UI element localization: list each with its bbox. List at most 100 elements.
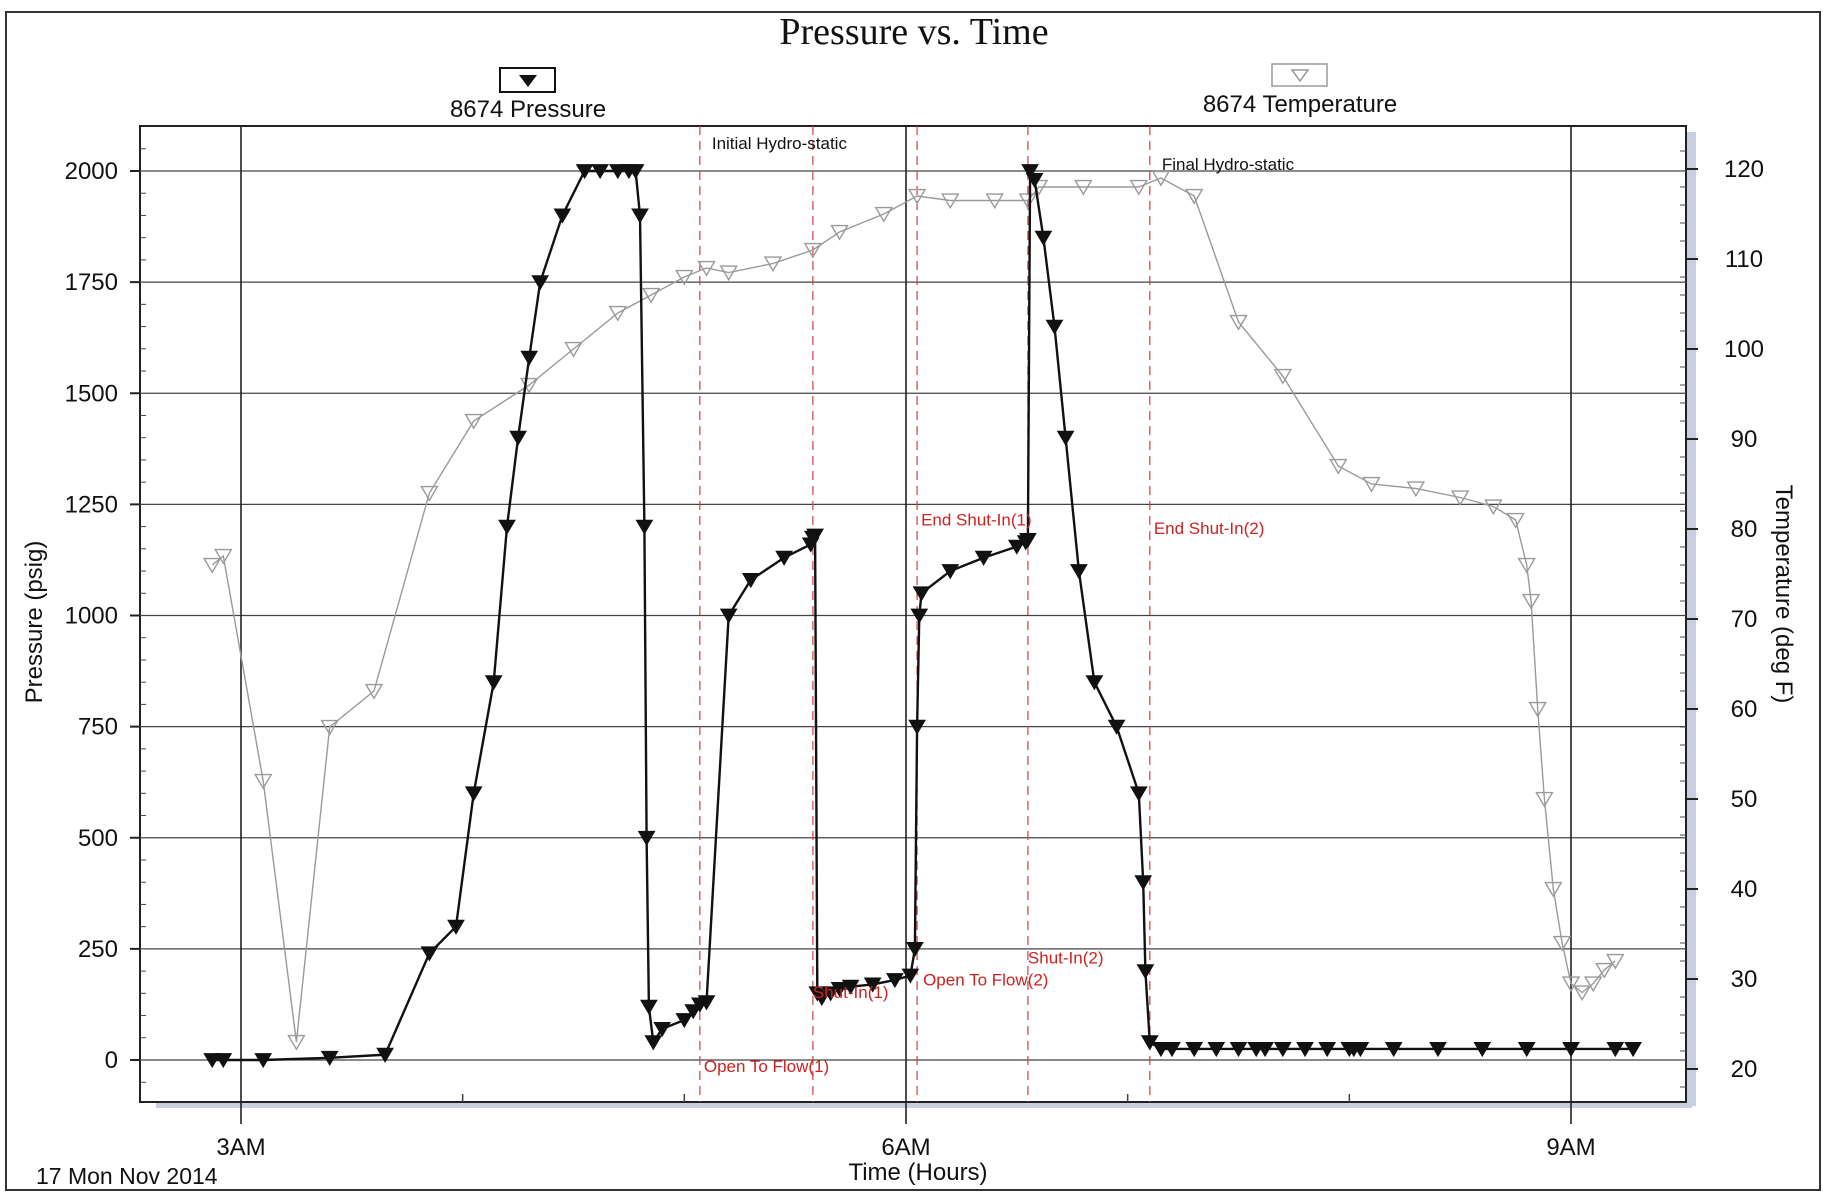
data-point — [1045, 319, 1064, 335]
y2-tick-label: 120 — [1724, 156, 1764, 183]
data-point — [907, 188, 927, 205]
data-point — [841, 979, 860, 995]
data-point — [803, 242, 823, 259]
data-point — [1184, 188, 1204, 205]
data-point — [1025, 173, 1044, 189]
data-point — [1085, 675, 1104, 691]
data-point — [564, 341, 583, 358]
data-point — [675, 269, 694, 286]
data-point — [910, 608, 929, 624]
data-point — [1595, 962, 1614, 979]
annotation-label: Shut-In(2) — [1028, 949, 1104, 968]
data-point — [697, 995, 716, 1011]
data-point — [1007, 539, 1026, 555]
data-point — [863, 977, 882, 993]
data-point — [364, 683, 384, 700]
data-point — [635, 519, 654, 535]
data-point — [531, 275, 550, 291]
y-tick-label: 1750 — [65, 269, 118, 296]
data-point — [631, 208, 649, 224]
data-point — [484, 675, 503, 691]
annotation-label: Initial Hydro-static — [712, 134, 848, 153]
y2-axis-label: Temperature (deg F) — [1770, 485, 1797, 704]
data-point — [1056, 430, 1075, 446]
y2-tick-label: 100 — [1724, 336, 1764, 363]
data-point — [1074, 179, 1093, 196]
y2-tick-label: 90 — [1731, 426, 1758, 453]
data-point — [640, 999, 658, 1015]
y-tick-label: 0 — [105, 1047, 118, 1074]
data-point — [1484, 499, 1503, 516]
data-point — [1107, 719, 1126, 735]
data-point — [1521, 593, 1541, 610]
data-point — [464, 413, 483, 430]
legend-pressure-box — [499, 67, 556, 93]
data-point — [320, 719, 339, 736]
open-triangle-icon — [1290, 69, 1310, 83]
data-point — [906, 942, 924, 958]
annotation-label: Open To Flow(2) — [923, 970, 1048, 989]
data-point — [1129, 786, 1148, 802]
axes: 0 250 500 750 1000 1250 1500 1750 2000 20 30 40 50 60… — [65, 148, 1764, 1161]
y-tick-label: 750 — [78, 714, 118, 741]
data-point — [447, 919, 465, 935]
data-point — [253, 773, 273, 790]
annotation-label: End Shut-In(1) — [921, 510, 1032, 529]
y2-tick-label: 50 — [1731, 786, 1758, 813]
legend-temperature: 8674 Temperature — [1203, 63, 1397, 118]
data-point — [1129, 179, 1149, 196]
y2-tick-label: 110 — [1725, 246, 1763, 273]
data-point — [741, 573, 760, 589]
data-point — [901, 968, 920, 984]
series-line — [211, 177, 1616, 1043]
data-point — [1624, 1042, 1642, 1058]
y2-tick-label: 70 — [1731, 606, 1758, 633]
data-point — [1185, 1042, 1204, 1058]
data-point — [830, 224, 849, 241]
y-tick-label: 1250 — [65, 491, 118, 518]
data-point — [1528, 701, 1547, 718]
data-point — [1151, 170, 1171, 187]
data-point — [1572, 985, 1592, 1002]
data-point — [1362, 476, 1381, 493]
data-point — [1021, 164, 1039, 180]
data-point — [653, 1022, 672, 1038]
y-tick-label: 1500 — [65, 380, 118, 407]
data-point — [912, 586, 931, 602]
data-point — [420, 946, 439, 962]
annotations: Initial Hydro-static Final Hydro-static Op… — [704, 134, 1295, 1076]
data-point — [763, 256, 783, 273]
data-point — [464, 786, 483, 802]
data-point — [830, 982, 849, 998]
page-border — [5, 11, 1821, 1191]
data-point — [626, 164, 645, 180]
data-point — [941, 193, 960, 210]
data-point — [684, 1004, 703, 1020]
data-point — [637, 830, 656, 846]
data-point — [1018, 193, 1038, 210]
data-point — [941, 564, 960, 580]
data-point — [644, 1035, 663, 1051]
data-point — [608, 164, 627, 180]
y-axis-label: Pressure (psig) — [21, 541, 48, 704]
data-point — [1561, 976, 1581, 993]
data-point — [214, 548, 233, 565]
data-point — [1134, 875, 1153, 891]
x-tick-label: 6AM — [881, 1134, 930, 1161]
data-point — [1070, 564, 1088, 580]
data-point — [214, 1053, 233, 1069]
data-point — [1136, 964, 1155, 980]
data-point — [821, 986, 840, 1002]
data-point — [1429, 1042, 1447, 1058]
data-point — [1163, 1042, 1181, 1058]
x-tick-label: 9AM — [1546, 1134, 1595, 1161]
data-point — [509, 430, 527, 446]
data-point — [1019, 533, 1037, 549]
data-point — [775, 550, 793, 566]
data-point — [376, 1047, 394, 1063]
date-label: 17 Mon Nov 2014 — [36, 1163, 218, 1189]
data-point — [254, 1053, 273, 1069]
data-point — [1535, 791, 1554, 808]
legend-pressure: 8674 Pressure — [450, 67, 606, 123]
